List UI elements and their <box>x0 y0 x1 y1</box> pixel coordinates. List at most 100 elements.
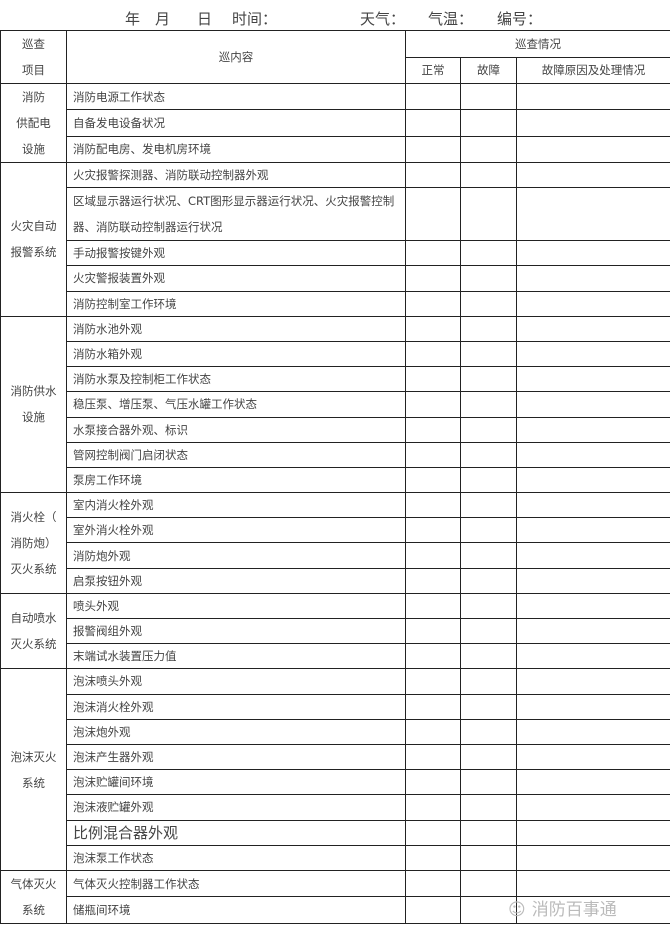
reason-cell[interactable] <box>515 794 670 821</box>
reason-cell[interactable] <box>515 819 670 846</box>
fault-cell[interactable] <box>460 391 517 418</box>
normal-cell[interactable] <box>405 668 461 695</box>
normal-cell[interactable] <box>405 693 461 720</box>
reason-cell[interactable] <box>515 668 670 695</box>
fault-cell[interactable] <box>460 794 517 821</box>
reason-cell[interactable] <box>515 366 670 393</box>
normal-cell[interactable] <box>405 466 461 494</box>
fault-cell[interactable] <box>460 109 517 137</box>
fault-cell[interactable] <box>460 844 517 871</box>
normal-cell[interactable] <box>405 844 461 871</box>
normal-cell[interactable] <box>405 769 461 796</box>
inspection-item: 泡沫液贮罐外观 <box>66 794 406 821</box>
reason-cell[interactable] <box>515 466 670 494</box>
fault-cell[interactable] <box>460 265 517 292</box>
normal-cell[interactable] <box>405 567 461 594</box>
fault-cell[interactable] <box>460 643 517 670</box>
fault-cell[interactable] <box>460 517 517 544</box>
reason-cell[interactable] <box>515 869 670 898</box>
normal-cell[interactable] <box>405 416 461 443</box>
fault-cell[interactable] <box>460 416 517 443</box>
reason-cell[interactable] <box>515 315 670 342</box>
normal-cell[interactable] <box>405 187 461 242</box>
normal-cell[interactable] <box>405 794 461 821</box>
normal-cell[interactable] <box>405 896 461 924</box>
normal-cell[interactable] <box>405 441 461 468</box>
fault-cell[interactable] <box>460 82 517 111</box>
reason-cell[interactable] <box>515 517 670 544</box>
normal-cell[interactable] <box>405 340 461 368</box>
table-row: 自动喷水 灭火系统 喷头外观 <box>0 592 670 670</box>
reason-cell[interactable] <box>515 416 670 443</box>
fault-cell[interactable] <box>460 315 517 342</box>
normal-cell[interactable] <box>405 366 461 393</box>
reason-cell[interactable] <box>515 135 670 164</box>
fault-cell[interactable] <box>460 161 517 189</box>
fault-cell[interactable] <box>460 819 517 846</box>
fault-cell[interactable] <box>460 769 517 796</box>
fault-cell[interactable] <box>460 340 517 368</box>
fault-cell[interactable] <box>460 290 517 317</box>
fault-cell[interactable] <box>460 617 517 645</box>
normal-cell[interactable] <box>405 492 461 519</box>
reason-cell[interactable] <box>515 769 670 796</box>
normal-cell[interactable] <box>405 109 461 137</box>
reason-cell[interactable] <box>515 743 670 771</box>
reason-cell[interactable] <box>515 567 670 594</box>
reason-cell[interactable] <box>515 896 670 924</box>
reason-cell[interactable] <box>515 391 670 418</box>
fault-cell[interactable] <box>460 240 517 267</box>
reason-cell[interactable] <box>515 82 670 111</box>
fault-cell[interactable] <box>460 492 517 519</box>
normal-cell[interactable] <box>405 391 461 418</box>
fault-cell[interactable] <box>460 441 517 468</box>
normal-cell[interactable] <box>405 718 461 745</box>
reason-cell[interactable] <box>515 290 670 317</box>
reason-cell[interactable] <box>515 592 670 620</box>
reason-cell[interactable] <box>515 617 670 645</box>
reason-cell[interactable] <box>515 240 670 267</box>
reason-cell[interactable] <box>515 187 670 242</box>
reason-cell[interactable] <box>515 340 670 368</box>
normal-cell[interactable] <box>405 290 461 317</box>
category-label: 供配电 <box>16 116 51 130</box>
normal-cell[interactable] <box>405 517 461 544</box>
reason-cell[interactable] <box>515 693 670 720</box>
reason-cell[interactable] <box>515 844 670 871</box>
normal-cell[interactable] <box>405 542 461 569</box>
fault-cell[interactable] <box>460 668 517 695</box>
reason-cell[interactable] <box>515 643 670 670</box>
normal-cell[interactable] <box>405 135 461 164</box>
reason-cell[interactable] <box>515 542 670 569</box>
normal-cell[interactable] <box>405 82 461 111</box>
fault-cell[interactable] <box>460 542 517 569</box>
normal-cell[interactable] <box>405 592 461 620</box>
fault-cell[interactable] <box>460 592 517 620</box>
normal-cell[interactable] <box>405 643 461 670</box>
fault-cell[interactable] <box>460 366 517 393</box>
reason-cell[interactable] <box>515 161 670 189</box>
reason-cell[interactable] <box>515 441 670 468</box>
normal-cell[interactable] <box>405 240 461 267</box>
fault-cell[interactable] <box>460 896 517 924</box>
fault-cell[interactable] <box>460 869 517 898</box>
normal-cell[interactable] <box>405 869 461 898</box>
table-row: 消防炮外观 <box>1 542 670 569</box>
normal-cell[interactable] <box>405 743 461 771</box>
reason-cell[interactable] <box>515 492 670 519</box>
normal-cell[interactable] <box>405 819 461 846</box>
fault-cell[interactable] <box>460 567 517 594</box>
fault-cell[interactable] <box>460 466 517 494</box>
normal-cell[interactable] <box>405 315 461 342</box>
fault-cell[interactable] <box>460 693 517 720</box>
fault-cell[interactable] <box>460 135 517 164</box>
normal-cell[interactable] <box>405 161 461 189</box>
reason-cell[interactable] <box>515 109 670 137</box>
fault-cell[interactable] <box>460 187 517 242</box>
normal-cell[interactable] <box>405 617 461 645</box>
fault-cell[interactable] <box>460 743 517 771</box>
reason-cell[interactable] <box>515 265 670 292</box>
reason-cell[interactable] <box>515 718 670 745</box>
normal-cell[interactable] <box>405 265 461 292</box>
fault-cell[interactable] <box>460 718 517 745</box>
